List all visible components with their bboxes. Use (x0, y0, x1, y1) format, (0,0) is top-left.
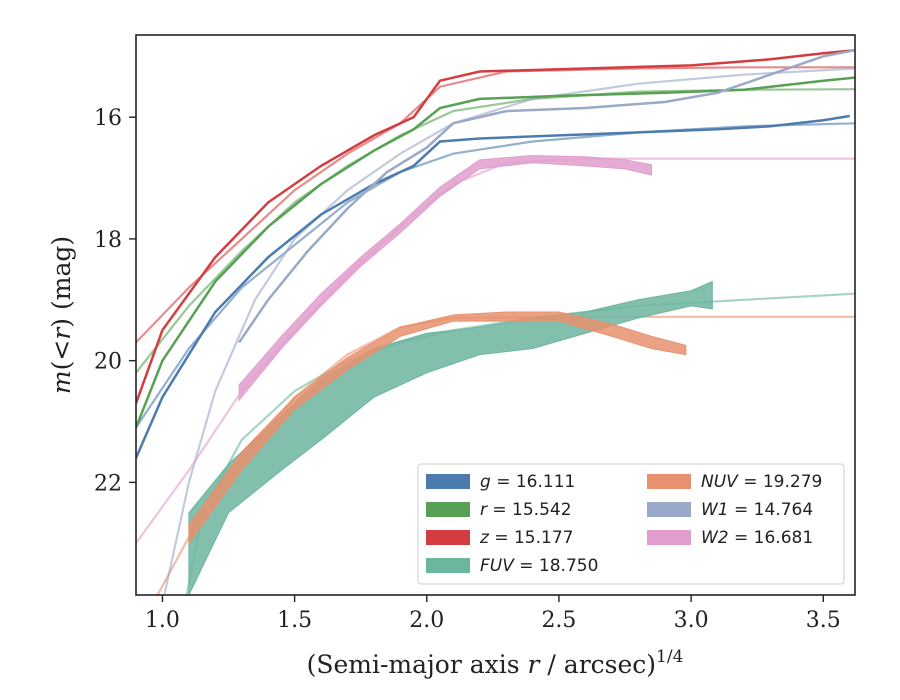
model-curve-w1 (163, 67, 855, 595)
legend-box (417, 463, 845, 585)
x-tick-label: 1.0 (145, 608, 180, 633)
x-axis-label: (Semi-major axis r / arcsec)1/4 (307, 647, 684, 679)
legend-swatch-w1 (647, 502, 691, 517)
legend-swatch-r (426, 502, 470, 517)
x-tick-label: 1.5 (277, 608, 312, 633)
data-curve-w1 (238, 48, 855, 344)
data-band-nuv (188, 311, 687, 545)
legend-entry-nuv: NUV = 19.279 (701, 472, 822, 492)
legend-swatch-fuv (426, 558, 470, 573)
legend-entry-r: r = 15.542 (480, 500, 572, 520)
y-axis-label: m(<r) (mag) (47, 236, 76, 394)
y-tick-label: 22 (94, 471, 122, 496)
legend-entry-z: z = 15.177 (479, 528, 573, 548)
data-curve-g (136, 114, 850, 459)
legend-entry-w1: W1 = 14.764 (701, 500, 813, 520)
legend-swatch-g (426, 474, 470, 489)
legend-swatch-nuv (647, 474, 691, 489)
y-tick-label: 20 (94, 350, 122, 375)
legend-entry-w2: W2 = 16.681 (701, 528, 813, 548)
plot-frame (135, 34, 856, 596)
legend-swatch-z (426, 530, 470, 545)
x-tick-label: 3.5 (806, 608, 841, 633)
data-curve-z (136, 48, 855, 404)
x-tick-label: 2.5 (541, 608, 576, 633)
y-tick-label: 16 (94, 106, 122, 131)
data-band-w2 (238, 154, 652, 402)
legend-entry-fuv: FUV = 18.750 (480, 556, 598, 576)
x-tick-label: 2.0 (409, 608, 444, 633)
legend: g = 16.111 r = 15.542 z = 15.177 FUV = 18.7… (417, 463, 845, 585)
x-tick-label: 3.0 (674, 608, 709, 633)
model-curve-z (136, 66, 855, 344)
legend-entry-g: g = 16.111 (480, 472, 575, 492)
y-tick-label: 18 (94, 228, 122, 253)
legend-swatch-w2 (647, 530, 691, 545)
data-curve-r (136, 76, 855, 429)
